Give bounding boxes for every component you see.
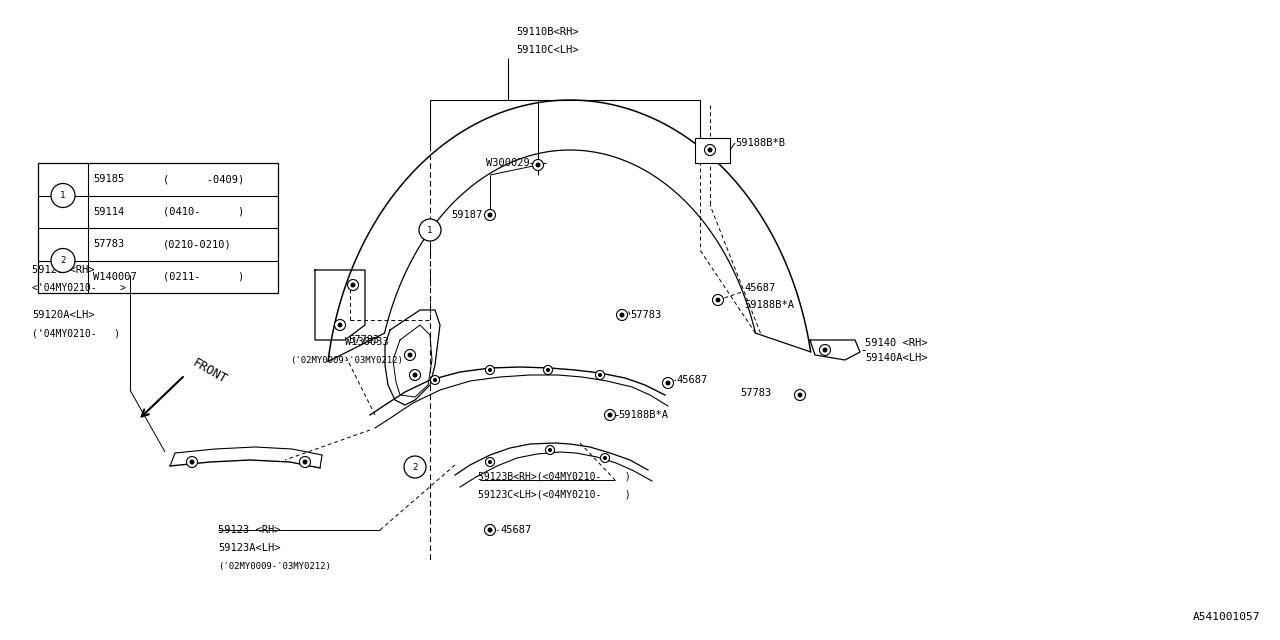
Circle shape — [716, 298, 721, 303]
Text: 59188B*B: 59188B*B — [735, 138, 785, 148]
Text: 59185: 59185 — [93, 174, 124, 184]
Text: W300029: W300029 — [486, 158, 530, 168]
Circle shape — [412, 372, 417, 378]
Circle shape — [704, 145, 716, 156]
Text: 59140 <RH>: 59140 <RH> — [865, 338, 928, 348]
Text: <'04MY0210-    >: <'04MY0210- > — [32, 283, 125, 293]
Circle shape — [663, 378, 673, 388]
Circle shape — [598, 373, 602, 377]
Circle shape — [189, 460, 195, 465]
Circle shape — [300, 456, 311, 467]
Circle shape — [488, 460, 492, 464]
Text: 57783: 57783 — [741, 388, 772, 398]
Circle shape — [488, 527, 493, 532]
Text: ('02MY0009-'03MY0212): ('02MY0009-'03MY0212) — [218, 561, 330, 570]
Text: 45687: 45687 — [744, 283, 776, 293]
Circle shape — [488, 212, 493, 218]
Text: 59188B*A: 59188B*A — [618, 410, 668, 420]
Circle shape — [713, 294, 723, 305]
Text: 2: 2 — [60, 256, 65, 265]
Text: W140007: W140007 — [93, 272, 137, 282]
Text: 57783: 57783 — [630, 310, 662, 320]
Circle shape — [338, 323, 343, 328]
Circle shape — [407, 353, 412, 358]
Text: 59123B<RH>(<04MY0210-    ): 59123B<RH>(<04MY0210- ) — [477, 471, 631, 481]
Text: 59120 <RH>: 59120 <RH> — [32, 265, 95, 275]
Text: 59123A<LH>: 59123A<LH> — [218, 543, 280, 553]
Circle shape — [535, 163, 540, 168]
Circle shape — [797, 392, 803, 397]
Circle shape — [351, 282, 356, 287]
Text: (0210-0210): (0210-0210) — [163, 239, 232, 249]
Circle shape — [302, 460, 307, 465]
Circle shape — [485, 458, 494, 467]
Text: 57783: 57783 — [93, 239, 124, 249]
Text: (0211-      ): (0211- ) — [163, 272, 244, 282]
Text: 59140A<LH>: 59140A<LH> — [865, 353, 928, 363]
Text: A541001057: A541001057 — [1193, 612, 1260, 622]
Circle shape — [603, 456, 607, 460]
Circle shape — [545, 445, 554, 454]
Circle shape — [419, 219, 442, 241]
Circle shape — [430, 376, 439, 385]
Circle shape — [617, 310, 627, 321]
Text: 59110B<RH>: 59110B<RH> — [517, 27, 580, 37]
Circle shape — [488, 368, 492, 372]
Circle shape — [795, 390, 805, 401]
Circle shape — [334, 319, 346, 330]
Text: (0410-      ): (0410- ) — [163, 207, 244, 217]
Text: 59188B*A: 59188B*A — [744, 300, 794, 310]
Circle shape — [485, 209, 495, 221]
Circle shape — [620, 312, 625, 317]
Circle shape — [404, 349, 416, 360]
Text: W130033: W130033 — [346, 337, 389, 347]
Text: ('04MY0210-   ): ('04MY0210- ) — [32, 328, 120, 338]
Circle shape — [819, 344, 831, 355]
Circle shape — [347, 280, 358, 291]
Circle shape — [547, 368, 550, 372]
Circle shape — [595, 371, 604, 380]
Text: 2: 2 — [412, 463, 417, 472]
Circle shape — [708, 148, 713, 152]
Bar — [695, 138, 730, 163]
Text: 59120A<LH>: 59120A<LH> — [32, 310, 95, 320]
Text: (      -0409): ( -0409) — [163, 174, 244, 184]
Circle shape — [608, 413, 612, 417]
Circle shape — [51, 184, 76, 207]
Circle shape — [51, 248, 76, 273]
Bar — [38, 163, 278, 293]
Text: 1: 1 — [60, 191, 65, 200]
Circle shape — [604, 410, 616, 420]
Text: 59114: 59114 — [93, 207, 124, 217]
Circle shape — [485, 525, 495, 536]
Circle shape — [410, 369, 421, 381]
Text: 59123 <RH>: 59123 <RH> — [218, 525, 280, 535]
Text: FRONT: FRONT — [189, 356, 229, 387]
Text: 45687: 45687 — [676, 375, 708, 385]
Circle shape — [404, 456, 426, 478]
Circle shape — [187, 456, 197, 467]
Text: 1: 1 — [428, 225, 433, 234]
Circle shape — [666, 381, 671, 385]
Circle shape — [433, 378, 436, 382]
Text: 59123C<LH>(<04MY0210-    ): 59123C<LH>(<04MY0210- ) — [477, 489, 631, 499]
Text: 57783: 57783 — [348, 335, 380, 345]
Circle shape — [548, 448, 552, 452]
Circle shape — [544, 365, 553, 374]
Circle shape — [532, 159, 544, 170]
Text: 45687: 45687 — [500, 525, 531, 535]
Text: 59187: 59187 — [452, 210, 483, 220]
Circle shape — [600, 454, 609, 463]
Text: ('02MY0009-'03MY0212): ('02MY0009-'03MY0212) — [291, 355, 403, 365]
Text: 59110C<LH>: 59110C<LH> — [517, 45, 580, 55]
Circle shape — [823, 348, 827, 353]
Circle shape — [485, 365, 494, 374]
